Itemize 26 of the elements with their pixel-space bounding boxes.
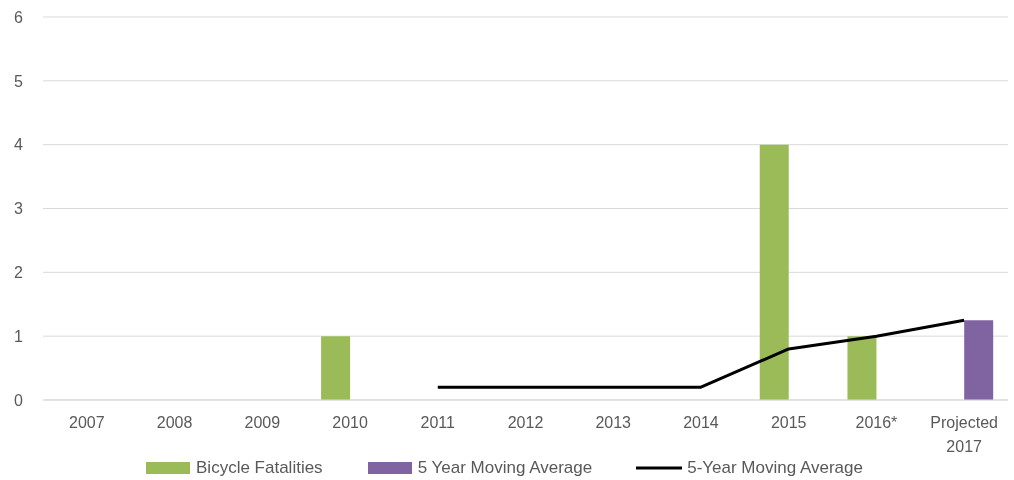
line-series (436, 318, 966, 389)
x-tick-label: 2010 (332, 414, 368, 432)
x-tick-label: Projected 2017 (930, 414, 998, 456)
y-tick-label: 4 (14, 136, 24, 154)
y-tick-label: 3 (14, 200, 24, 218)
y-tick-label: 2 (14, 264, 24, 282)
x-tick-label: 2008 (156, 414, 193, 432)
y-tick-label: 5 (14, 72, 24, 90)
x-tick-label: 2007 (69, 414, 105, 432)
x-tick-label: 2015 (770, 414, 807, 432)
bar (321, 336, 351, 400)
x-tick-label: 2013 (595, 414, 632, 432)
y-tick-label: 1 (14, 327, 24, 345)
bar (847, 336, 877, 400)
bar (964, 320, 994, 400)
x-tick-label: 2009 (244, 414, 281, 432)
y-tick-label: 6 (14, 8, 24, 26)
y-tick-label: 0 (14, 391, 24, 409)
bar (759, 144, 789, 400)
legend-label: Bicycle Fatalities (196, 458, 323, 478)
legend-label: 5 Year Moving Average (417, 458, 593, 478)
x-tick-label: 2011 (420, 414, 456, 432)
x-tick-label: 2014 (683, 414, 719, 432)
x-tick-label: 2012 (507, 414, 544, 432)
x-tick-label: 2016* (855, 414, 898, 432)
legend-label: 5-Year Moving Average (687, 458, 863, 478)
